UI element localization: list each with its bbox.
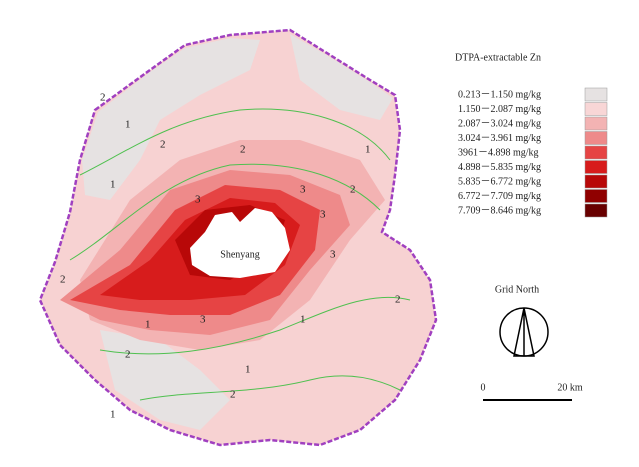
contour-label: 2 (60, 274, 66, 286)
city-label: Shenyang (220, 249, 259, 260)
legend-label: 3.024－3.961 mg/kg (458, 133, 541, 144)
legend-label: 2.087－3.024 mg/kg (458, 118, 541, 129)
north-symbol (513, 307, 535, 357)
north-label: Grid North (495, 284, 539, 295)
low-zone (100, 330, 230, 430)
contour-label: 3 (200, 314, 206, 326)
legend-swatch (584, 102, 608, 116)
city-area (190, 208, 290, 278)
contour-label: 1 (125, 119, 131, 131)
legend-label: 7.709－8.646 mg/kg (458, 205, 541, 216)
map-area: Shenyang 2 1 2 1 3 2 3 3 2 1 3 2 3 1 2 1 2 1 2 1 (38, 28, 438, 447)
legend-label: 1.150－2.087 mg/kg (458, 104, 541, 115)
contour (79, 108, 391, 176)
scale-end: 20 km (557, 382, 583, 393)
low-zone (290, 34, 393, 120)
contour-label: 1 (365, 144, 371, 156)
legend-swatch (584, 160, 608, 174)
contour-label: 2 (240, 144, 246, 156)
legend-label: 5.835－6.772 mg/kg (458, 176, 541, 187)
contour-label: 1 (300, 314, 306, 326)
contour-label: 1 (245, 364, 251, 376)
legend-swatch (584, 87, 608, 102)
legend: DTPA-extractable Zn 0.213－1.150 mg/kg 1.1… (455, 52, 608, 218)
legend-swatch (584, 131, 608, 145)
legend-swatch (584, 203, 608, 218)
legend-swatch (584, 116, 608, 131)
contour (99, 296, 411, 355)
contour-label: 3 (320, 209, 326, 221)
contour-label: 3 (330, 249, 336, 261)
legend-label: 4.898－5.835 mg/kg (458, 162, 541, 173)
contour (139, 375, 401, 401)
contour (69, 163, 381, 261)
legend-swatch (584, 174, 608, 189)
contour-label: 2 (125, 349, 131, 361)
contour-label: 2 (230, 389, 236, 401)
legend-label: 0.213－1.150 mg/kg (458, 89, 541, 100)
contour-label: 2 (395, 294, 401, 306)
scale-bar: 0 20 km (481, 382, 583, 401)
legend-swatch (584, 145, 608, 160)
contour-label: 1 (110, 179, 116, 191)
contour-label: 2 (350, 184, 356, 196)
contour-label: 2 (100, 92, 106, 104)
scale-start: 0 (481, 382, 486, 393)
legend-label: 6.772－7.709 mg/kg (458, 191, 541, 202)
legend-swatch (584, 189, 608, 203)
low-zone (82, 38, 260, 200)
legend-label: 3961－4.898 mg/kg (458, 147, 539, 158)
north-arrow: Grid North (495, 284, 549, 357)
contour-label: 3 (300, 184, 306, 196)
contour-label: 1 (110, 409, 116, 421)
contour-label: 1 (145, 319, 151, 331)
contour-label: 2 (160, 139, 166, 151)
contour-label: 3 (195, 194, 201, 206)
legend-title: DTPA-extractable Zn (455, 52, 541, 63)
